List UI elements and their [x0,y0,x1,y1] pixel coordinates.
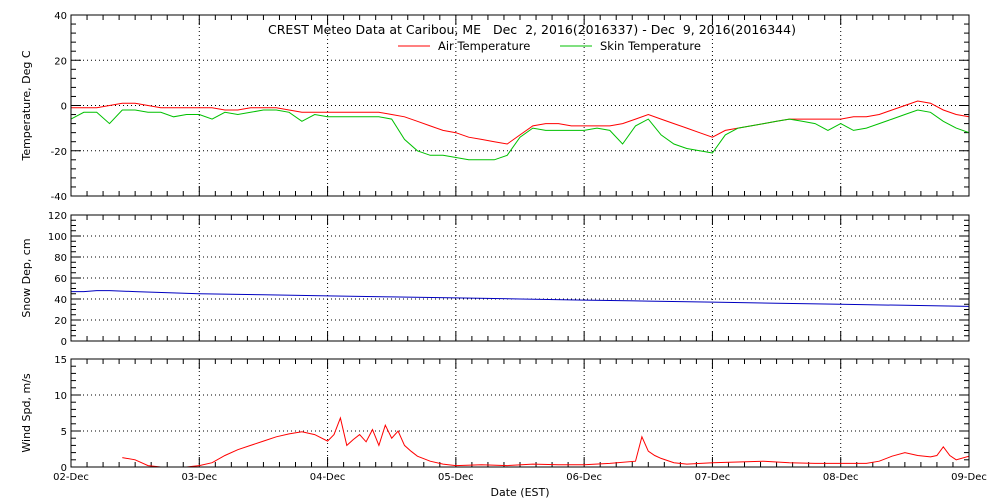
y-tick-label: -20 [51,147,67,158]
y-tick-label: 120 [48,211,67,222]
y-tick-label: 0 [61,337,67,348]
y-tick-label: 60 [54,274,67,285]
x-tick-label: 05-Dec [438,472,474,483]
legend-label: Skin Temperature [600,39,701,53]
series-air-temperature [71,100,969,145]
series-skin-temperature [71,109,969,161]
y-tick-label: 100 [48,232,67,243]
panel-3-series-1 [122,416,969,467]
x-tick-label: 06-Dec [566,472,602,483]
y-axis-label: Wind Spd, m/s [20,373,33,453]
x-tick-label: 07-Dec [695,472,731,483]
x-tick-label: 04-Dec [310,472,346,483]
y-tick-label: 0 [61,463,67,474]
y-axis-label: Temperature, Deg C [20,50,33,161]
chart-title: CREST Meteo Data at Caribou, ME Dec 2, 2… [268,22,796,37]
x-tick-label: 03-Dec [181,472,217,483]
chart-panels: -40 -20 0 20 40 Temperature, Deg C 0 20 40 60 80 10… [20,11,987,483]
y-tick-label: 10 [54,391,67,402]
y-tick-label: 40 [54,11,67,22]
panel-2: 0 20 40 60 80 100 120 Snow Dep, cm [20,211,970,348]
y-tick-label: 20 [54,316,67,327]
panel-frame [70,214,970,342]
chart-header: CREST Meteo Data at Caribou, ME Dec 2, 2… [268,22,796,37]
y-tick-label: 0 [61,102,67,113]
panel-1: -40 -20 0 20 40 Temperature, Deg C [20,11,970,203]
panel-frame [70,14,970,197]
legend: Air Temperature Skin Temperature [398,39,701,53]
x-tick-label: 08-Dec [823,472,859,483]
x-tick-label: 02-Dec [53,472,89,483]
y-tick-label: 80 [54,253,67,264]
y-tick-label: 5 [61,427,67,438]
x-axis-label: Date (EST) [490,486,549,499]
panel-3: 0 5 10 15 Wind Spd, m/s 02-Dec 03-Dec 04-Dec 05-… [20,355,987,483]
y-axis-label: Snow Dep, cm [20,238,33,317]
panel-2-series-1 [71,290,969,307]
y-tick-label: 15 [54,355,67,366]
legend-label: Air Temperature [438,39,530,53]
panel-frame [70,358,970,468]
y-tick-label: 40 [54,295,67,306]
x-tick-label: 09-Dec [951,472,987,483]
y-tick-label: -40 [51,192,67,203]
y-tick-label: 20 [54,56,67,67]
